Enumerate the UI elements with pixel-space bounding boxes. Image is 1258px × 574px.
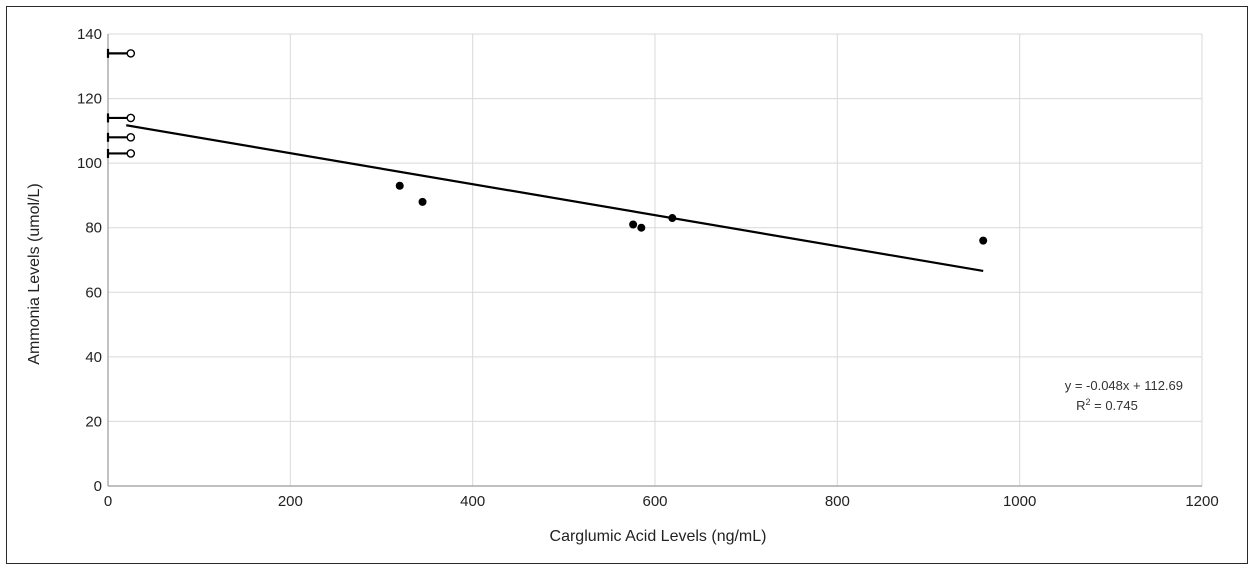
- y-tick-label: 20: [85, 413, 102, 430]
- censored-data-point: [106, 148, 136, 158]
- trendline-r-squared: R2 = 0.745: [1076, 397, 1138, 413]
- censored-data-point: [106, 113, 136, 123]
- data-point: [637, 223, 646, 232]
- y-tick-label: 0: [94, 478, 102, 495]
- tick-labels: 0 200 400 600 800 1000 1200 0 20 40 60 80 100 120 140: [77, 26, 1219, 510]
- x-tick-label: 800: [825, 493, 850, 510]
- r2-superscript: 2: [1086, 397, 1091, 407]
- trendline-layer: [126, 124, 984, 273]
- trendline-equation: y = -0.048x + 112.69: [1065, 378, 1183, 393]
- trendline: [126, 124, 984, 273]
- data-point: [395, 181, 404, 190]
- censored-data-point: [106, 132, 136, 142]
- x-tick-label: 1200: [1185, 493, 1218, 510]
- open-circle-marker: [126, 133, 136, 142]
- x-tick-label: 1000: [1003, 493, 1036, 510]
- y-tick-label: 120: [77, 91, 102, 108]
- y-tick-label: 140: [77, 26, 102, 43]
- data-point: [979, 236, 988, 245]
- data-point: [668, 214, 677, 223]
- open-circle-marker: [126, 49, 136, 58]
- y-tick-label: 40: [85, 349, 102, 366]
- x-tick-label: 0: [104, 493, 112, 510]
- y-tick-label: 100: [77, 155, 102, 172]
- x-tick-label: 600: [642, 493, 667, 510]
- axis-layer: [107, 34, 1202, 487]
- open-circle-marker: [126, 113, 136, 123]
- y-axis-title: Ammonia Levels (umol/L): [26, 183, 43, 364]
- grid-layer: [108, 33, 1203, 486]
- r2-value: = 0.745: [1091, 398, 1138, 413]
- r2-label: R: [1076, 398, 1085, 413]
- data-point: [418, 197, 427, 206]
- open-circle-marker: [126, 149, 136, 158]
- x-tick-label: 200: [278, 493, 303, 510]
- censored-data-point: [106, 48, 136, 58]
- x-axis-title: Carglumic Acid Levels (ng/mL): [550, 528, 767, 545]
- y-tick-label: 80: [85, 220, 102, 237]
- x-tick-label: 400: [460, 493, 485, 510]
- y-tick-label: 60: [85, 284, 102, 301]
- data-point: [629, 220, 638, 229]
- markers: [106, 48, 988, 245]
